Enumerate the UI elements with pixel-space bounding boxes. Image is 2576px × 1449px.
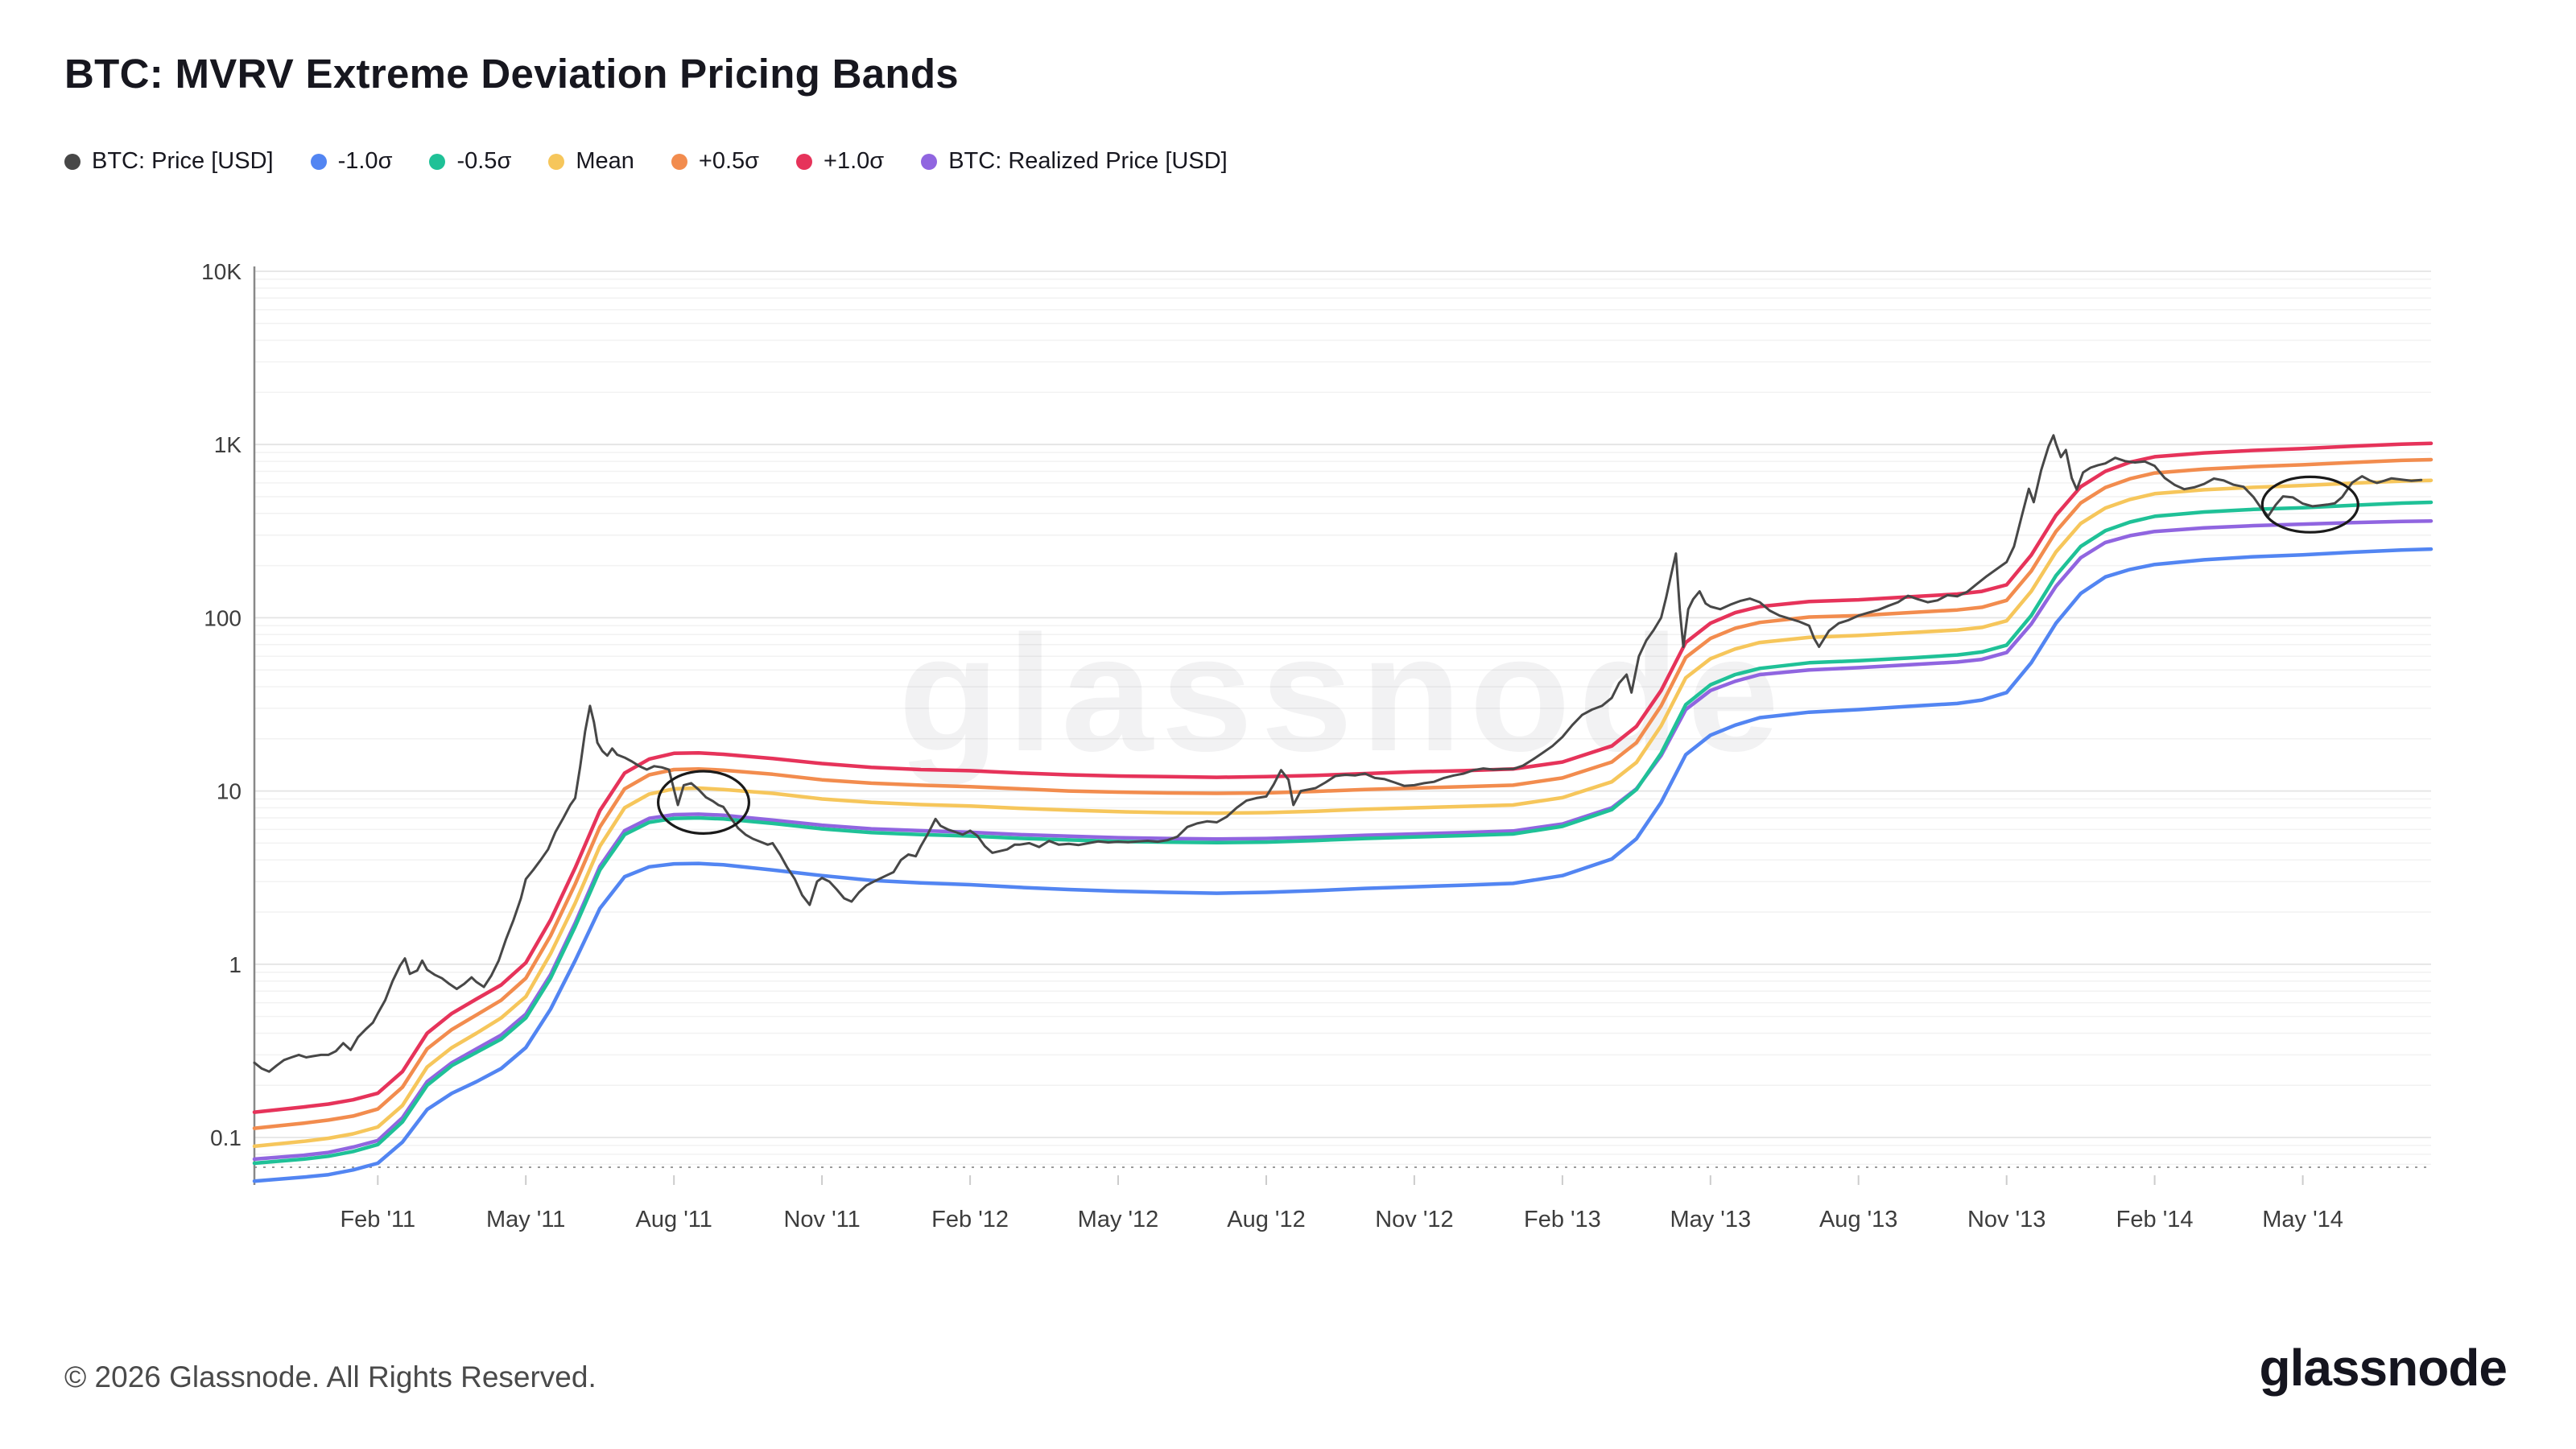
y-tick-label: 10K bbox=[201, 259, 242, 284]
legend-label: -0.5σ bbox=[456, 148, 512, 174]
legend-item-3[interactable]: -0.5σ bbox=[429, 148, 511, 175]
legend-item-1[interactable]: BTC: Price [USD] bbox=[64, 148, 274, 175]
x-tick-label: May '12 bbox=[1078, 1207, 1159, 1232]
gridlines-minor bbox=[254, 279, 2431, 1166]
legend-label: +0.5σ bbox=[698, 148, 760, 174]
mvrv-chart-svg[interactable]: glassnode 10K 1K 100 10 1 0.1 Feb '11 May '11 Aug… bbox=[0, 225, 2576, 1272]
series-lines bbox=[252, 434, 2434, 1183]
legend-swatch-icon bbox=[310, 153, 327, 170]
series-line bbox=[252, 518, 2434, 1162]
y-tick-label: 10 bbox=[217, 779, 242, 804]
annotation-ellipse-2 bbox=[2260, 475, 2359, 534]
glassnode-watermark: glassnode bbox=[898, 601, 1787, 786]
legend: BTC: Price [USD] -1.0σ -0.5σ Mean +0.5σ +1.0σ… bbox=[64, 148, 1228, 175]
series-line bbox=[252, 441, 2434, 1114]
legend-item-5[interactable]: +0.5σ bbox=[671, 148, 759, 175]
legend-label: +1.0σ bbox=[824, 148, 885, 174]
x-tick-label: Aug '12 bbox=[1227, 1207, 1305, 1232]
legend-swatch-icon bbox=[796, 153, 813, 170]
legend-swatch-icon bbox=[64, 153, 80, 170]
series-line bbox=[253, 434, 2423, 1073]
x-tick-label: Nov '13 bbox=[1967, 1207, 2046, 1232]
x-tick-label: Aug '13 bbox=[1819, 1207, 1897, 1232]
x-tick-label: May '14 bbox=[2262, 1207, 2343, 1232]
annotation-ellipse-1 bbox=[656, 770, 750, 836]
legend-label: BTC: Price [USD] bbox=[92, 148, 274, 174]
series-line bbox=[252, 547, 2434, 1183]
series-line bbox=[252, 457, 2434, 1130]
legend-swatch-icon bbox=[671, 153, 687, 170]
x-tick-label: Feb '11 bbox=[340, 1207, 415, 1232]
x-tick-label: Feb '12 bbox=[931, 1207, 1009, 1232]
x-tick-label: Feb '13 bbox=[1524, 1207, 1601, 1232]
series-line bbox=[252, 500, 2434, 1166]
legend-label: Mean bbox=[576, 148, 634, 174]
y-tick-label: 1 bbox=[229, 952, 242, 977]
copyright-text: © 2026 Glassnode. All Rights Reserved. bbox=[64, 1360, 597, 1393]
x-tick-label: Aug '11 bbox=[636, 1207, 712, 1232]
chart-area: glassnode 10K 1K 100 10 1 0.1 Feb '11 May '11 Aug… bbox=[0, 225, 2576, 1272]
legend-label: BTC: Realized Price [USD] bbox=[948, 148, 1228, 174]
x-tick-label: May '11 bbox=[486, 1207, 565, 1232]
y-tick-label: 100 bbox=[204, 605, 242, 630]
x-tick-label: May '13 bbox=[1670, 1207, 1751, 1232]
y-tick-label: 0.1 bbox=[210, 1125, 242, 1150]
legend-label: -1.0σ bbox=[337, 148, 393, 174]
legend-swatch-icon bbox=[921, 153, 938, 170]
glassnode-wordmark: glassnode bbox=[2259, 1339, 2508, 1397]
legend-item-7[interactable]: BTC: Realized Price [USD] bbox=[921, 148, 1228, 175]
y-tick-label: 1K bbox=[214, 432, 242, 457]
legend-item-6[interactable]: +1.0σ bbox=[796, 148, 884, 175]
x-tick-label: Nov '12 bbox=[1375, 1207, 1453, 1232]
series-line bbox=[252, 478, 2434, 1149]
x-tick-label: Nov '11 bbox=[783, 1207, 860, 1232]
legend-swatch-icon bbox=[548, 153, 565, 170]
chart-title: BTC: MVRV Extreme Deviation Pricing Band… bbox=[64, 51, 959, 97]
legend-item-4[interactable]: Mean bbox=[548, 148, 634, 175]
legend-item-2[interactable]: -1.0σ bbox=[310, 148, 393, 175]
legend-swatch-icon bbox=[429, 153, 446, 170]
x-tick-label: Feb '14 bbox=[2116, 1207, 2194, 1232]
